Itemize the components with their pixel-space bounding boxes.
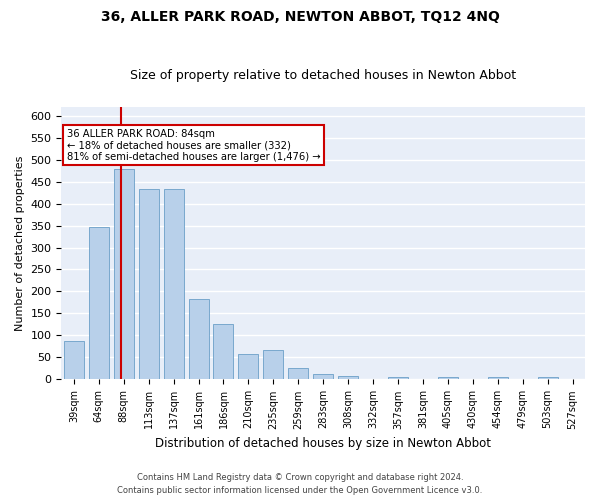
Bar [388, 377, 408, 380]
Text: 36 ALLER PARK ROAD: 84sqm
← 18% of detached houses are smaller (332)
81% of semi: 36 ALLER PARK ROAD: 84sqm ← 18% of detac… [67, 128, 320, 162]
Bar [438, 377, 458, 380]
Bar [89, 227, 109, 380]
Bar [338, 376, 358, 380]
Text: Contains HM Land Registry data © Crown copyright and database right 2024.
Contai: Contains HM Land Registry data © Crown c… [118, 474, 482, 495]
Bar [64, 340, 84, 380]
Bar [164, 189, 184, 380]
Bar [363, 378, 383, 380]
Bar [238, 354, 259, 380]
Bar [139, 189, 158, 380]
Text: 36, ALLER PARK ROAD, NEWTON ABBOT, TQ12 4NQ: 36, ALLER PARK ROAD, NEWTON ABBOT, TQ12 … [101, 10, 499, 24]
Bar [538, 377, 557, 380]
Y-axis label: Number of detached properties: Number of detached properties [15, 156, 25, 331]
Bar [488, 377, 508, 380]
Bar [263, 350, 283, 380]
X-axis label: Distribution of detached houses by size in Newton Abbot: Distribution of detached houses by size … [155, 437, 491, 450]
Bar [313, 374, 333, 380]
Bar [188, 300, 209, 380]
Bar [114, 169, 134, 380]
Title: Size of property relative to detached houses in Newton Abbot: Size of property relative to detached ho… [130, 69, 516, 82]
Bar [214, 324, 233, 380]
Bar [288, 368, 308, 380]
